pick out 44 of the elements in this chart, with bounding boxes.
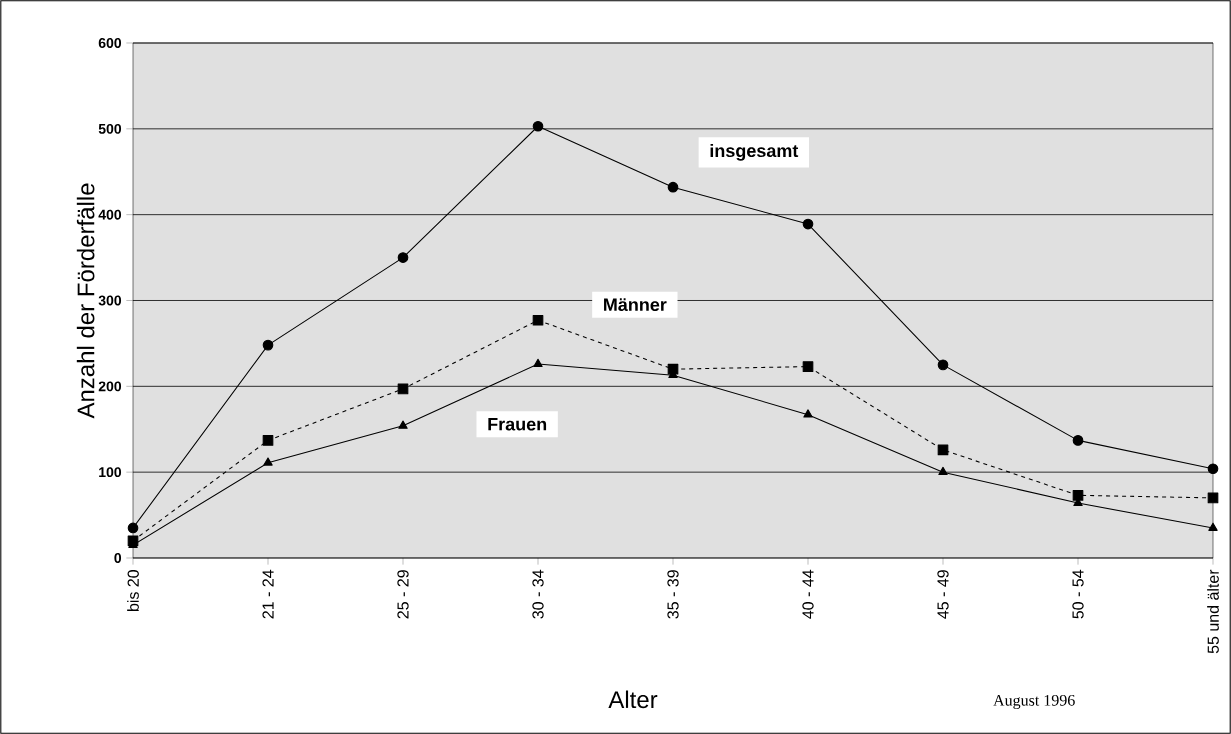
y-tick-label: 300 — [98, 295, 122, 306]
point — [533, 358, 543, 367]
x-tick-label: bis 20 — [127, 570, 139, 612]
x-tick-label: 35 - 39 — [667, 570, 679, 619]
x-tick-label: 40 - 44 — [802, 569, 814, 619]
point — [262, 435, 274, 446]
point — [803, 409, 813, 418]
y-tick-label: 100 — [99, 467, 122, 478]
point — [1207, 492, 1219, 504]
x-tick-label: 25 - 29 — [397, 570, 409, 619]
point — [1072, 489, 1084, 501]
y-tick-label: 600 — [98, 38, 122, 48]
y-tick-label: 500 — [98, 123, 122, 134]
point — [263, 457, 273, 466]
x-tick-label: 55 und älter — [1207, 569, 1219, 654]
point — [937, 359, 949, 371]
point — [397, 252, 409, 263]
point — [937, 444, 949, 456]
x-tick-label: 30 - 34 — [532, 569, 544, 619]
point — [532, 120, 544, 132]
point — [397, 383, 409, 395]
y-tick-label: 0 — [114, 553, 122, 563]
series-label: insgesamt — [710, 143, 799, 161]
series-label: Männer — [604, 298, 667, 312]
x-axis-title: Alter — [608, 690, 658, 709]
x-tick-label: 50 - 54 — [1072, 569, 1084, 619]
point — [802, 218, 814, 230]
point — [1207, 463, 1219, 475]
point — [802, 361, 814, 372]
point — [262, 339, 274, 351]
point — [667, 181, 679, 193]
text: August 1996 — [993, 694, 1075, 709]
series-label: Frauen — [488, 417, 547, 431]
y-axis-title: Anzahl der Förderfälle — [76, 183, 95, 419]
y-tick-label: 400 — [98, 209, 122, 220]
point — [938, 466, 948, 476]
point — [398, 420, 408, 429]
point — [1208, 522, 1218, 531]
x-tick-label: 21 - 24 — [262, 569, 274, 619]
y-tick-label: 200 — [98, 381, 122, 392]
x-tick-label: 45 - 49 — [937, 570, 949, 619]
point — [127, 522, 139, 534]
point — [532, 314, 544, 326]
point — [1072, 435, 1084, 446]
